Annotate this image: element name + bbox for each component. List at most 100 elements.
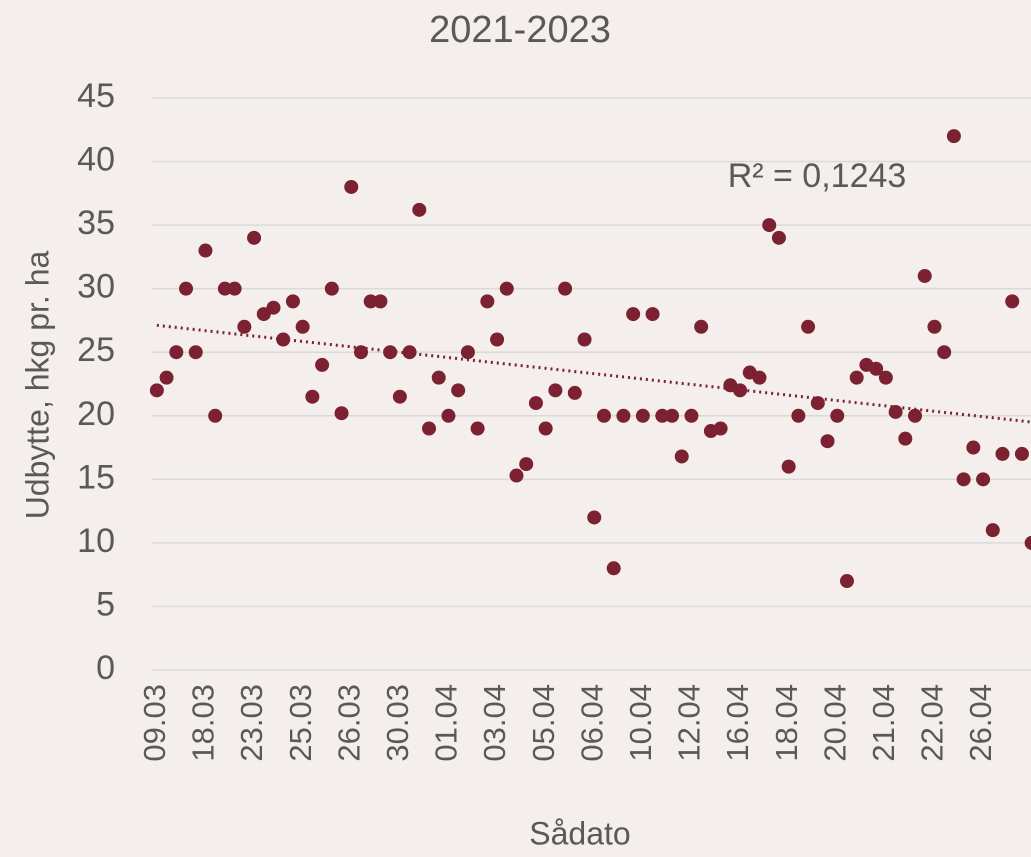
data-point: [383, 345, 398, 360]
data-point: [976, 472, 991, 487]
data-point: [451, 383, 466, 398]
data-point: [422, 421, 437, 436]
x-tick-label: 25.03: [283, 684, 318, 762]
data-point: [946, 129, 961, 144]
data-point: [927, 319, 942, 334]
y-tick-label: 20: [77, 395, 115, 433]
data-point: [1014, 446, 1029, 461]
x-tick-label: 26.03: [331, 684, 366, 762]
data-point: [315, 357, 330, 372]
trendline: [156, 323, 1031, 424]
data-point: [655, 408, 670, 423]
data-point: [558, 281, 573, 296]
x-tick-label: 18.03: [186, 684, 221, 762]
data-point: [227, 281, 242, 296]
data-point: [1024, 535, 1031, 550]
data-point: [771, 230, 786, 245]
x-tick-label: 05.04: [526, 684, 561, 762]
data-point: [324, 281, 339, 296]
data-point: [528, 396, 543, 411]
y-tick-label: 0: [96, 649, 115, 687]
y-tick-label: 40: [77, 141, 115, 179]
data-point: [509, 468, 524, 483]
x-tick-label: 23.03: [234, 684, 269, 762]
data-point: [985, 523, 1000, 538]
data-point: [285, 294, 300, 309]
data-point: [752, 370, 767, 385]
data-point: [266, 300, 281, 315]
data-point: [626, 307, 641, 322]
data-point: [781, 459, 796, 474]
data-point: [762, 218, 777, 233]
x-tick-label: 03.04: [477, 684, 512, 762]
data-point: [567, 385, 582, 400]
data-point: [645, 307, 660, 322]
data-point: [635, 408, 650, 423]
data-point: [373, 294, 388, 309]
data-point: [596, 408, 611, 423]
x-tick-label: 20.04: [817, 684, 852, 762]
x-tick-label: 22.04: [915, 684, 950, 762]
data-point: [830, 408, 845, 423]
data-point: [898, 431, 913, 446]
data-point: [908, 408, 923, 423]
data-point: [966, 440, 981, 455]
x-tick-label: 10.04: [623, 684, 658, 762]
y-tick-label: 10: [77, 522, 115, 560]
x-tick-label: 06.04: [574, 684, 609, 762]
x-tick-label: 09.03: [137, 684, 172, 762]
x-tick-label: 16.04: [720, 684, 755, 762]
data-point: [237, 319, 252, 334]
data-point: [791, 408, 806, 423]
data-point: [208, 408, 223, 423]
x-tick-label: 01.04: [429, 684, 464, 762]
data-point: [149, 383, 164, 398]
data-point: [587, 510, 602, 525]
data-point: [869, 361, 884, 376]
y-axis-label: Udbytte, hkg pr. ha: [19, 250, 55, 519]
data-point: [1005, 294, 1020, 309]
r-squared-annotation: R² = 0,1243: [728, 157, 907, 195]
data-point: [733, 383, 748, 398]
data-point: [344, 179, 359, 194]
data-point: [169, 345, 184, 360]
data-point: [431, 370, 446, 385]
data-point: [480, 294, 495, 309]
data-point: [801, 319, 816, 334]
x-tick-label: 21.04: [866, 684, 901, 762]
data-point: [276, 332, 291, 347]
x-axis-label: Sådato: [529, 815, 630, 851]
data-point: [247, 230, 262, 245]
y-tick-label: 35: [77, 204, 115, 242]
y-tick-label: 25: [77, 331, 115, 369]
data-point: [334, 406, 349, 421]
data-point: [198, 243, 213, 258]
data-point: [888, 404, 903, 419]
data-point: [353, 345, 368, 360]
data-point: [878, 370, 893, 385]
data-point: [917, 268, 932, 283]
data-point: [295, 319, 310, 334]
data-point: [684, 408, 699, 423]
data-point: [577, 332, 592, 347]
data-point: [548, 383, 563, 398]
data-point: [665, 408, 680, 423]
data-point: [490, 332, 505, 347]
data-point: [606, 561, 621, 576]
data-point: [694, 319, 709, 334]
x-tick-label: 12.04: [672, 684, 707, 762]
y-tick-label: 5: [96, 585, 115, 623]
x-tick-label: 26.04: [963, 684, 998, 762]
data-point: [713, 421, 728, 436]
data-point: [159, 370, 174, 385]
data-point: [519, 457, 534, 472]
y-tick-label: 45: [77, 77, 115, 115]
data-point: [674, 449, 689, 464]
data-point: [441, 408, 456, 423]
data-point: [616, 408, 631, 423]
x-tick-label: 18.04: [769, 684, 804, 762]
data-point: [392, 389, 407, 404]
data-point: [460, 345, 475, 360]
x-tick-label: 30.03: [380, 684, 415, 762]
